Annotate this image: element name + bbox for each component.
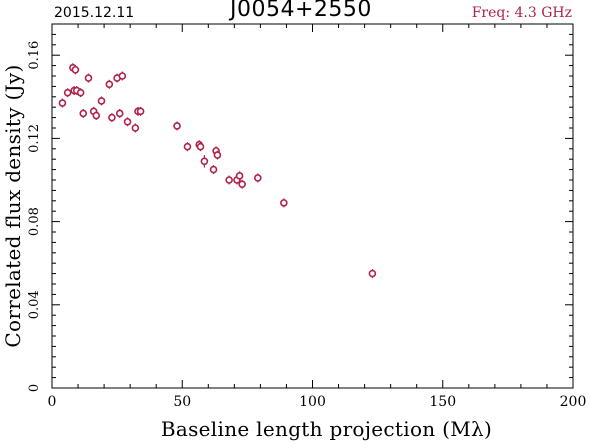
y-axis-label: Correlated flux density (Jy) [1, 64, 25, 347]
y-tick-label: 0 [27, 384, 42, 392]
data-point [173, 122, 181, 130]
data-point [183, 142, 192, 151]
y-tick-label: 0.08 [27, 207, 42, 236]
data-point [76, 88, 85, 97]
data-point [368, 269, 377, 278]
data-point [238, 180, 246, 188]
x-tick-label: 100 [299, 394, 326, 410]
data-series [58, 63, 377, 279]
data-point [131, 124, 140, 132]
data-point [79, 109, 88, 118]
x-tick-label: 150 [429, 394, 456, 410]
data-point [115, 109, 124, 118]
data-point [225, 176, 233, 184]
data-point [97, 97, 106, 105]
data-point [235, 172, 244, 180]
data-point [200, 157, 209, 166]
data-point [58, 99, 67, 107]
data-point [209, 165, 218, 174]
data-point [196, 142, 205, 151]
x-tick-label: 200 [560, 394, 587, 410]
data-point [92, 111, 101, 120]
frequency-label: Freq: 4.3 GHz [471, 5, 572, 21]
observation-date: 2015.12.11 [54, 5, 135, 21]
x-tick-label: 50 [173, 394, 191, 410]
y-tick-label: 0.04 [27, 290, 42, 319]
x-axis-label: Baseline length projection (Mλ) [161, 417, 492, 441]
data-point [213, 151, 222, 159]
data-point [63, 88, 72, 97]
data-point [84, 74, 93, 82]
data-point [253, 174, 262, 182]
data-point [280, 199, 288, 207]
data-point [123, 117, 132, 126]
data-point [118, 72, 127, 80]
source-name: J0054+2550 [230, 0, 372, 22]
y-tick-label: 0.12 [27, 124, 42, 153]
data-point [71, 65, 80, 74]
data-point [136, 107, 145, 116]
data-point [105, 80, 114, 89]
y-tick-label: 0.16 [27, 41, 42, 70]
plot-frame [51, 23, 574, 389]
data-point [108, 113, 116, 122]
x-tick-label: 0 [48, 394, 57, 410]
